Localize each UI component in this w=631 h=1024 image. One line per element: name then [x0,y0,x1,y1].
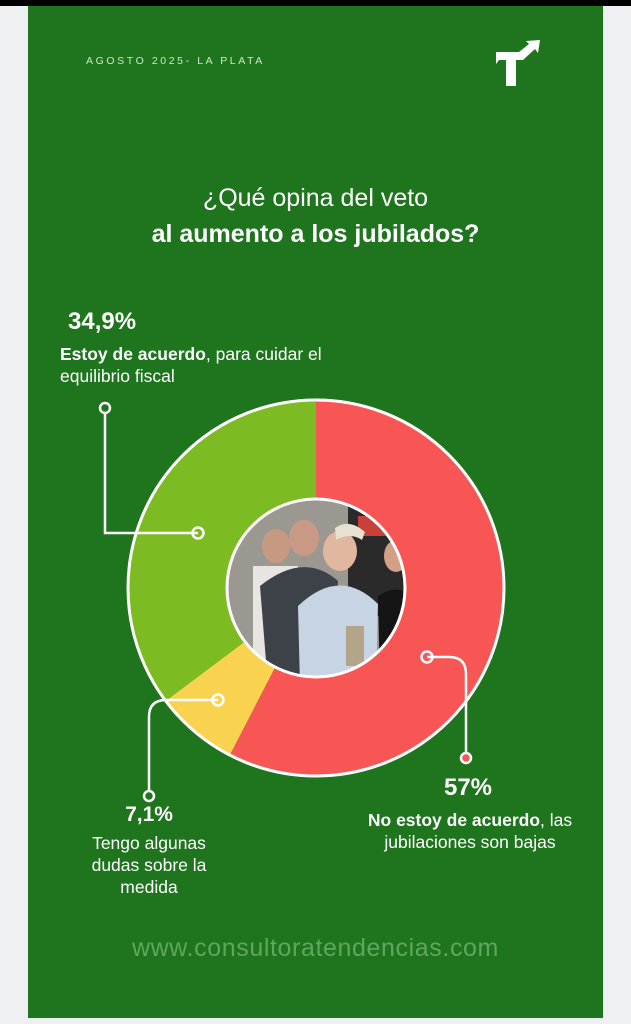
infographic-card: AGOSTO 2025- LA PLATA ¿Qué opina del vet… [28,6,603,1018]
disagree-label-bold: No estoy de acuerdo [367,810,541,830]
doubt-percent: 7,1% [125,803,173,826]
disagree-percent: 57% [443,774,493,801]
title-line-2: al aumento a los jubilados? [151,220,480,248]
agree-label: Estoy de acuerdo, para cuidar el equilib… [60,343,360,387]
leader-line-agree [103,408,198,535]
leader-dot-disagree [459,751,473,765]
leader-line-doubt [147,698,218,791]
disagree-label-rest: , las jubilaciones son bajas [384,810,573,852]
leader-dot-doubt-slice [211,693,225,707]
agree-label-bold: Estoy de acuerdo [60,344,206,364]
donut-slice-1 [165,641,276,756]
website-url[interactable]: www.consultoratendencias.com [132,934,499,962]
agree-percent: 34,9% [68,308,137,335]
title-line-1: ¿Qué opina del veto [202,184,429,212]
leader-dot-disagree-slice [420,650,434,664]
leader-dot-agree [98,401,112,415]
donut-outline [126,398,506,778]
leader-dot-agree-slice [191,526,205,540]
donut-slice-0 [229,400,505,777]
top-bar [0,0,631,6]
disagree-label: No estoy de acuerdo, las jubilaciones so… [330,809,610,853]
photo-border [225,497,407,679]
agree-label-rest: , para cuidar el equilibrio fiscal [60,344,322,386]
donut-chart [98,398,506,803]
tendencias-logo-icon [496,40,540,86]
leader-line-disagree [427,655,468,754]
leader-dot-doubt [142,789,156,803]
donut-slice-2 [128,400,316,701]
date-location: AGOSTO 2025- LA PLATA [86,55,265,67]
doubt-label: Tengo algunas dudas sobre la medida [91,833,207,897]
